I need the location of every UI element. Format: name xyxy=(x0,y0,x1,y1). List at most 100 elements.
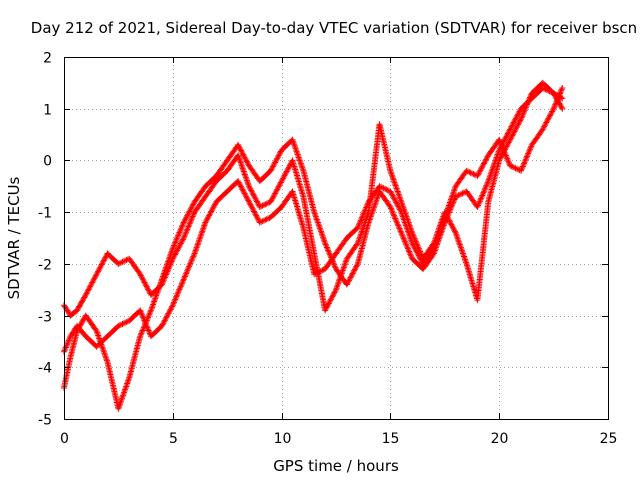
data-point-marker xyxy=(252,195,259,202)
data-point-marker xyxy=(275,154,281,160)
data-point-marker xyxy=(512,127,519,134)
data-point-marker xyxy=(272,190,279,197)
x-tick-label: 20 xyxy=(491,431,509,447)
data-point-marker xyxy=(377,183,384,190)
data-point-marker xyxy=(555,93,562,100)
y-tick-label: -5 xyxy=(38,413,52,429)
data-point-marker xyxy=(263,216,270,223)
data-point-marker xyxy=(356,220,363,227)
data-point-marker xyxy=(403,242,410,249)
data-point-marker xyxy=(174,246,181,252)
data-point-marker xyxy=(163,271,170,278)
data-point-marker xyxy=(521,160,527,167)
data-point-marker xyxy=(169,245,176,252)
data-point-marker xyxy=(269,165,276,171)
data-point-marker xyxy=(262,201,269,208)
data-point-marker xyxy=(283,169,289,176)
data-point-marker xyxy=(74,306,81,313)
data-point-marker xyxy=(98,262,104,269)
data-point-marker xyxy=(92,274,99,280)
data-point-marker xyxy=(137,271,144,278)
data-point-marker xyxy=(164,313,170,320)
data-point-marker xyxy=(522,157,529,164)
data-point-marker xyxy=(358,216,365,222)
data-point-marker xyxy=(483,155,490,161)
data-point-marker xyxy=(331,263,338,270)
data-point-marker xyxy=(405,247,412,254)
chart-title: Day 212 of 2021, Sidereal Day-to-day VTE… xyxy=(31,19,637,37)
data-point-marker xyxy=(318,268,324,274)
data-point-marker xyxy=(146,311,153,318)
data-point-marker xyxy=(478,193,485,200)
series-track-b xyxy=(61,79,566,319)
data-point-marker xyxy=(143,321,150,328)
data-point-marker xyxy=(115,260,122,267)
data-point-marker xyxy=(455,192,462,199)
data-point-marker xyxy=(521,107,528,114)
data-point-marker xyxy=(519,111,526,118)
data-point-marker xyxy=(440,218,447,225)
data-point-marker xyxy=(94,269,101,276)
data-point-marker xyxy=(458,191,465,197)
data-point-marker xyxy=(382,185,388,192)
data-point-marker xyxy=(265,200,271,207)
data-point-marker xyxy=(174,235,180,242)
data-point-marker xyxy=(269,194,276,201)
data-point-marker xyxy=(184,224,191,231)
data-point-marker xyxy=(402,239,409,246)
data-point-marker xyxy=(504,156,511,163)
data-point-marker xyxy=(172,239,179,246)
data-point-marker xyxy=(446,218,453,225)
data-point-marker xyxy=(186,208,193,215)
data-point-marker xyxy=(196,235,203,242)
data-point-marker xyxy=(467,169,474,176)
data-point-marker xyxy=(275,185,281,191)
data-point-marker xyxy=(392,215,399,222)
data-point-marker xyxy=(503,133,510,140)
data-point-marker xyxy=(238,183,244,190)
data-point-marker xyxy=(394,221,401,228)
data-point-marker xyxy=(64,340,71,347)
data-point-marker xyxy=(240,151,247,158)
data-point-marker xyxy=(380,185,387,192)
data-point-marker xyxy=(272,159,279,166)
data-point-marker xyxy=(260,217,267,224)
data-point-marker xyxy=(329,293,336,300)
data-point-marker xyxy=(174,247,181,254)
data-point-marker xyxy=(123,319,130,325)
data-point-marker xyxy=(185,223,192,230)
data-point-marker xyxy=(178,223,185,230)
data-point-marker xyxy=(162,272,169,279)
data-point-marker xyxy=(558,86,565,93)
x-tick-label: 15 xyxy=(382,431,400,447)
data-point-marker xyxy=(509,132,516,139)
data-point-marker xyxy=(86,285,93,291)
data-point-marker xyxy=(254,215,261,222)
data-point-marker xyxy=(379,184,386,191)
data-point-marker xyxy=(316,268,323,275)
data-point-marker xyxy=(140,314,147,321)
data-point-marker xyxy=(161,275,168,282)
data-point-marker xyxy=(314,269,320,276)
data-point-marker xyxy=(171,252,178,259)
data-point-marker xyxy=(145,326,151,333)
data-point-marker xyxy=(137,272,144,279)
data-point-marker xyxy=(430,246,436,253)
data-point-marker xyxy=(409,240,416,247)
data-point-marker xyxy=(235,141,242,148)
data-point-marker xyxy=(246,184,253,191)
data-point-marker xyxy=(500,146,507,153)
data-point-marker xyxy=(140,278,147,285)
data-point-marker xyxy=(555,94,562,101)
data-point-marker xyxy=(351,266,358,273)
data-point-marker xyxy=(452,228,458,235)
data-point-marker xyxy=(451,186,458,193)
data-point-marker xyxy=(325,248,332,255)
data-point-marker xyxy=(478,164,485,171)
data-points xyxy=(61,79,566,412)
data-point-marker xyxy=(275,152,282,159)
data-point-marker xyxy=(188,204,195,211)
data-point-marker xyxy=(389,208,396,215)
data-point-marker xyxy=(454,193,460,199)
data-point-marker xyxy=(160,277,167,284)
